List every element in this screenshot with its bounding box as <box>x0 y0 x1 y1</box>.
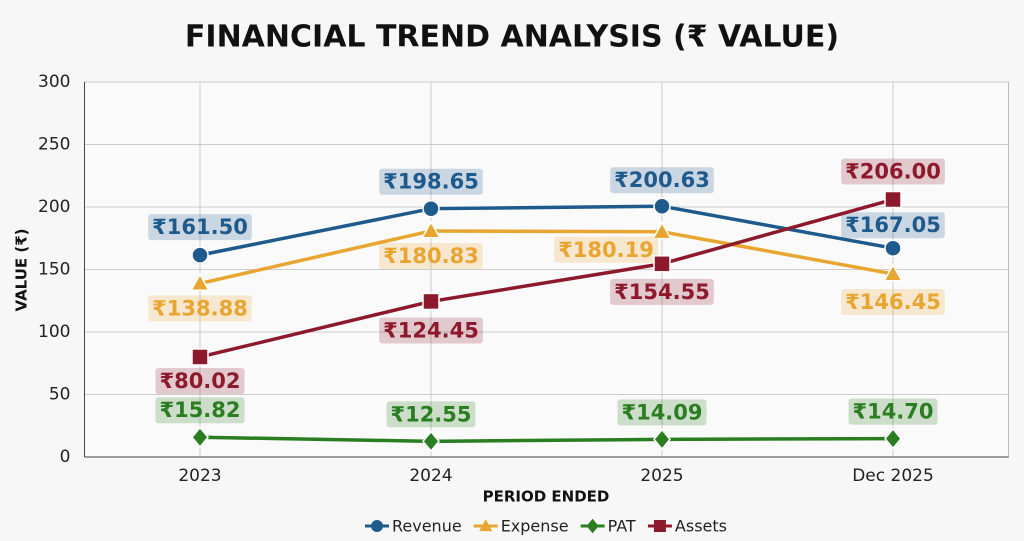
legend-label: Assets <box>675 517 727 536</box>
value-label-group: ₹161.50 <box>148 214 252 241</box>
value-label-bg <box>610 278 714 305</box>
series-line <box>199 229 894 286</box>
value-label: ₹12.55 <box>390 402 471 426</box>
value-label-group: ₹14.09 <box>617 399 707 426</box>
value-label-bg <box>610 167 714 194</box>
legend: Revenue Expense PAT Assets <box>365 517 727 536</box>
value-label-group: ₹180.83 <box>379 242 483 269</box>
legend-label: Revenue <box>392 517 462 536</box>
value-label-bg <box>617 399 707 426</box>
value-label-bg <box>379 242 483 269</box>
value-label: ₹161.50 <box>152 215 248 239</box>
value-label: ₹14.09 <box>621 400 702 424</box>
value-label: ₹15.82 <box>159 398 240 422</box>
value-label: ₹167.05 <box>845 213 941 237</box>
value-label-group: ₹12.55 <box>386 401 476 428</box>
value-label: ₹80.02 <box>159 369 240 393</box>
chart-title: FINANCIAL TREND ANALYSIS (₹ VALUE) <box>185 20 839 55</box>
data-point <box>422 199 440 218</box>
data-point <box>191 246 209 264</box>
y-tick-label: 50 <box>49 385 71 405</box>
value-label-bg <box>379 168 483 195</box>
value-label: ₹124.45 <box>383 318 479 342</box>
data-point <box>653 255 671 273</box>
value-label-bg <box>848 398 938 425</box>
data-point <box>189 273 211 291</box>
data-point <box>653 197 671 215</box>
value-label-group: ₹14.70 <box>848 398 938 425</box>
y-tick-label: 0 <box>60 447 71 467</box>
value-label-group: ₹154.55 <box>610 278 714 305</box>
y-tick-label: 150 <box>38 260 70 280</box>
value-label: ₹154.55 <box>614 280 710 304</box>
legend-label: Expense <box>501 517 569 536</box>
x-tick-label: 2023 <box>178 466 221 486</box>
y-axis-title: VALUE (₹) <box>13 228 31 311</box>
x-tick-label: Dec 2025 <box>852 466 934 486</box>
x-axis-title: PERIOD ENDED <box>483 488 610 506</box>
series-line <box>199 435 894 444</box>
legend-label: PAT <box>608 517 636 536</box>
value-label-group: ₹180.19 <box>554 236 658 263</box>
value-label-bg <box>148 214 252 241</box>
data-point <box>884 427 902 450</box>
value-label-group: ₹200.63 <box>610 167 714 194</box>
value-label: ₹180.19 <box>558 238 654 262</box>
value-label: ₹14.70 <box>852 400 933 424</box>
value-label: ₹146.45 <box>845 290 941 314</box>
value-label-group: ₹138.88 <box>148 295 252 322</box>
value-label-group: ₹15.82 <box>155 397 245 424</box>
value-label-bg <box>841 212 945 239</box>
y-tick-label: 100 <box>38 322 70 342</box>
x-tick-label: 2025 <box>640 466 683 486</box>
value-label: ₹206.00 <box>845 160 941 184</box>
value-label: ₹180.83 <box>383 244 479 268</box>
data-point <box>422 430 440 453</box>
y-tick-label: 300 <box>38 72 70 92</box>
value-label-bg <box>841 288 945 315</box>
data-point <box>651 221 673 240</box>
value-label-group: ₹146.45 <box>841 288 945 315</box>
data-point <box>420 220 442 239</box>
value-label: ₹198.65 <box>383 170 479 194</box>
value-label-group: ₹198.65 <box>379 168 483 195</box>
data-point <box>191 426 209 448</box>
value-label-bg <box>554 236 658 263</box>
y-tick-label: 200 <box>38 197 70 217</box>
data-point <box>884 239 902 257</box>
series-line <box>199 204 894 257</box>
value-label-bg <box>841 158 945 185</box>
value-label-group: ₹124.45 <box>379 317 483 344</box>
value-label: ₹200.63 <box>614 168 710 192</box>
data-point <box>422 292 440 311</box>
data-point <box>884 190 902 209</box>
y-tick-label: 250 <box>38 135 70 155</box>
data-point <box>882 263 904 282</box>
value-label: ₹138.88 <box>152 296 248 320</box>
series-line <box>199 197 894 359</box>
value-label-bg <box>148 295 252 322</box>
value-label-group: ₹80.02 <box>155 367 245 394</box>
data-point <box>653 428 671 451</box>
value-label-bg <box>155 367 245 394</box>
value-label-bg <box>155 397 245 424</box>
value-label-group: ₹206.00 <box>841 158 945 185</box>
value-label-group: ₹167.05 <box>841 212 945 239</box>
value-label-bg <box>379 317 483 344</box>
x-tick-label: 2024 <box>409 466 452 486</box>
value-label-bg <box>386 401 476 428</box>
data-point <box>191 348 209 366</box>
